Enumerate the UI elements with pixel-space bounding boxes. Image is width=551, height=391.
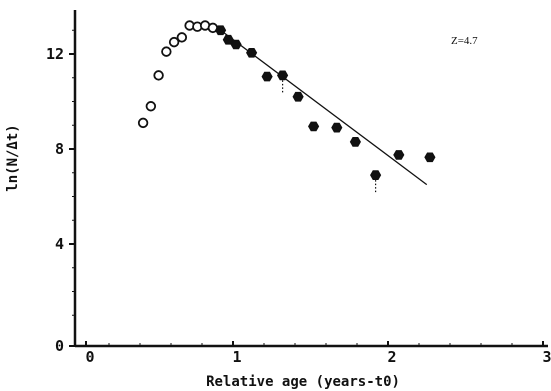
x-axis-title: Relative age (years-t0) bbox=[206, 374, 400, 390]
open-circle-point bbox=[137, 117, 149, 129]
filled-hexagon-point bbox=[261, 71, 273, 82]
open-circle-point bbox=[161, 46, 172, 57]
filled-hexagon-point bbox=[292, 91, 304, 102]
open-circle-point bbox=[153, 70, 164, 81]
filled-hexagon-point bbox=[246, 48, 258, 58]
filled-hexagon-point bbox=[308, 121, 320, 132]
open-circle-point bbox=[176, 32, 188, 43]
x-tick-label: 0 bbox=[85, 348, 94, 366]
open-circle-point bbox=[168, 36, 180, 48]
filled-hexagon-point bbox=[349, 137, 361, 147]
data-points bbox=[137, 20, 436, 180]
x-tick-label: 2 bbox=[387, 348, 396, 366]
filled-hexagon-point bbox=[393, 150, 405, 160]
x-tick-label: 1 bbox=[232, 348, 241, 366]
filled-hexagon-point bbox=[370, 170, 382, 180]
y-tick-label: 8 bbox=[55, 140, 64, 158]
annotation-text: Z=4.7 bbox=[451, 35, 478, 47]
x-tick-label: 3 bbox=[542, 348, 551, 366]
filled-hexagon-point bbox=[424, 152, 436, 163]
y-tick-label: 12 bbox=[46, 45, 64, 63]
filled-hexagon-point bbox=[277, 70, 289, 81]
filled-hexagon-point bbox=[331, 122, 343, 133]
y-tick-label: 4 bbox=[55, 235, 64, 253]
y-axis-title: ln(N/Δt) bbox=[5, 124, 21, 191]
filled-hexagon-point bbox=[215, 25, 227, 36]
filled-hexagon-point bbox=[230, 39, 242, 50]
ticks bbox=[69, 29, 544, 347]
y-tick-label: 0 bbox=[55, 337, 64, 355]
open-circle-point bbox=[145, 101, 157, 112]
axes bbox=[73, 10, 548, 348]
error-bars bbox=[282, 80, 377, 195]
